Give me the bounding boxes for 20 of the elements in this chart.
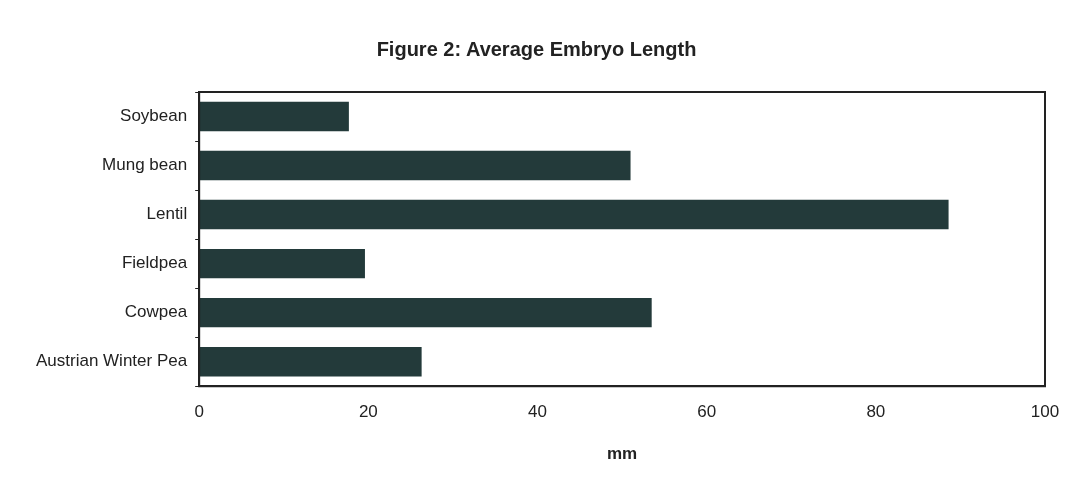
x-tick-label: 0 <box>194 402 204 422</box>
y-tick-label: Austrian Winter Pea <box>35 351 188 371</box>
bar <box>199 346 422 377</box>
x-tick-label: 40 <box>528 402 547 422</box>
x-tick-label: 80 <box>866 402 886 422</box>
bar <box>199 248 365 279</box>
x-tick-label: 100 <box>1030 402 1060 422</box>
y-tick-label: Lentil <box>146 204 188 224</box>
y-tick-label: Soybean <box>120 106 188 126</box>
y-tick-label: Mung bean <box>102 155 188 175</box>
x-tick-label: 20 <box>358 402 378 422</box>
bar <box>199 199 949 230</box>
x-axis-title: mm <box>606 444 638 464</box>
bar <box>199 297 652 328</box>
bar <box>199 150 631 181</box>
x-tick-label: 60 <box>697 402 717 422</box>
y-tick-label: Cowpea <box>124 302 188 322</box>
y-tick-label: Fieldpea <box>121 253 188 273</box>
chart-title: Figure 2: Average Embryo Length <box>376 37 697 60</box>
bar <box>199 101 349 132</box>
